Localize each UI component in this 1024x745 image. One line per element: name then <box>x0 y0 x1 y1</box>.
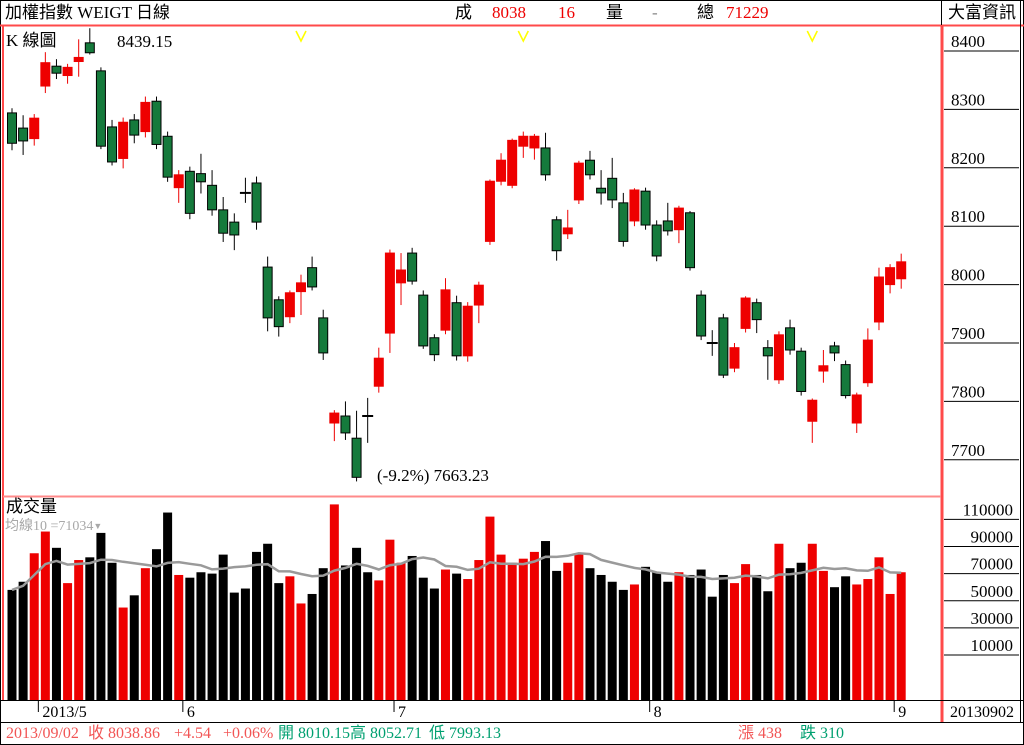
status-change-pct: +0.06% <box>223 725 274 742</box>
deal-price: 8038 <box>492 3 526 22</box>
trough-annotation: (-9.2%) 7663.23 <box>377 466 489 485</box>
svg-text:7900: 7900 <box>951 324 985 343</box>
svg-text:9: 9 <box>898 704 906 721</box>
svg-text:70000: 70000 <box>971 555 1014 574</box>
window-title: 加權指數 WEIGT 日線 <box>5 3 170 22</box>
candlestick-series <box>7 28 907 482</box>
svg-text:8100: 8100 <box>951 207 985 226</box>
svg-text:30000: 30000 <box>971 609 1014 628</box>
tick-count: 16 <box>558 3 575 22</box>
total-volume: 71229 <box>726 3 769 22</box>
svg-text:8300: 8300 <box>951 90 985 109</box>
vendor-logo-text: 大富資訊 <box>948 3 1016 22</box>
status-low: 低 7993.13 <box>429 725 502 742</box>
svg-text:8400: 8400 <box>951 32 985 51</box>
svg-text:110000: 110000 <box>963 500 1013 519</box>
svg-text:50000: 50000 <box>971 582 1014 601</box>
status-date: 2013/09/02 <box>6 725 79 742</box>
total-label: 總 <box>697 3 714 22</box>
kline-pane[interactable] <box>3 27 941 496</box>
svg-text:8200: 8200 <box>951 149 985 168</box>
status-decliners: 跌 310 <box>800 725 845 742</box>
svg-text:6: 6 <box>187 704 195 721</box>
svg-text:7: 7 <box>398 704 406 721</box>
status-open: 開 8010.15 <box>278 725 351 742</box>
volume-ma-text: 均線10 =71034 <box>5 519 94 534</box>
lot-value: - <box>652 3 658 22</box>
status-change: +4.54 <box>174 725 212 742</box>
svg-text:7700: 7700 <box>951 441 985 460</box>
volume-pane-label: 成交量 <box>6 497 57 516</box>
deal-label: 成 <box>455 3 472 22</box>
ma-down-arrow-icon: ▼ <box>93 521 103 531</box>
lot-label: 量 <box>606 3 623 22</box>
volume-ma10-line <box>11 552 902 592</box>
svg-text:20130902: 20130902 <box>950 704 1014 721</box>
volume-ma-label: 均線10 =71034▼ <box>5 518 102 535</box>
status-high: 高 8052.71 <box>350 725 423 742</box>
status-advancers: 漲 438 <box>738 725 783 742</box>
svg-text:90000: 90000 <box>971 527 1014 546</box>
price-axis: 8400 8300 8200 8100 8000 7900 7800 7700 <box>944 32 1019 461</box>
svg-text:8: 8 <box>654 704 662 721</box>
date-axis: 2013/5 6 7 8 9 20130902 <box>37 701 1014 721</box>
svg-text:7800: 7800 <box>951 382 985 401</box>
peak-price-label: 8439.15 <box>117 32 173 51</box>
volume-axis: 110000 90000 70000 50000 30000 10000 <box>944 500 1019 656</box>
svg-text:10000: 10000 <box>971 636 1014 655</box>
kline-pane-label: K 線圖 <box>6 31 57 50</box>
volume-series <box>7 504 906 700</box>
status-close: 收 8038.86 <box>88 725 161 742</box>
svg-text:8000: 8000 <box>951 266 985 285</box>
signal-markers <box>295 30 818 43</box>
svg-text:2013/5: 2013/5 <box>42 704 86 721</box>
volume-pane[interactable] <box>3 497 941 700</box>
